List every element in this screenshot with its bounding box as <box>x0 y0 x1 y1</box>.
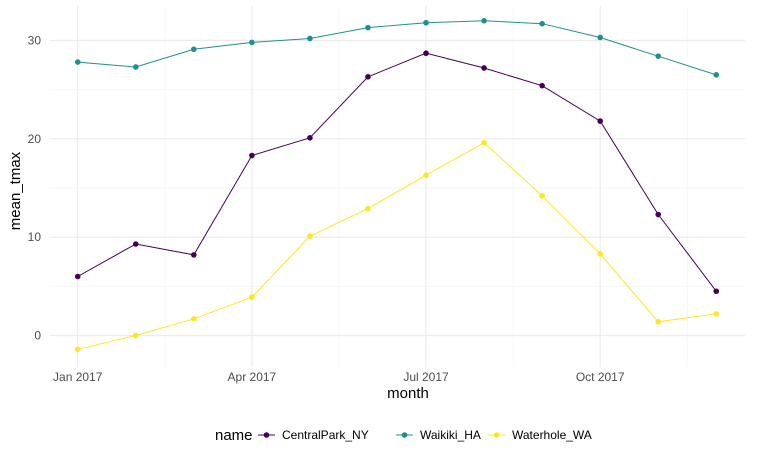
data-point <box>713 72 720 78</box>
legend-key-point <box>493 432 500 438</box>
data-point <box>74 346 81 353</box>
series-Waikiki_HA <box>74 17 720 78</box>
data-point <box>249 294 255 300</box>
y-tick-label: 20 <box>28 132 42 146</box>
data-point <box>423 172 429 178</box>
y-tick-label: 30 <box>28 33 42 47</box>
legend-label: Waikiki_HA <box>420 428 481 442</box>
data-point <box>307 233 313 239</box>
legend-item: Waterhole_WA <box>488 428 592 442</box>
series-CentralPark_NY <box>74 50 720 295</box>
data-point <box>132 332 139 339</box>
x-tick-label: Oct 2017 <box>576 370 625 384</box>
data-point <box>655 318 662 325</box>
data-point <box>307 135 313 141</box>
data-point <box>249 39 255 46</box>
data-point <box>365 74 371 80</box>
data-point <box>481 65 487 71</box>
data-point <box>307 35 313 42</box>
data-point <box>132 64 139 70</box>
y-tick-label: 10 <box>28 230 42 244</box>
grid <box>49 6 745 367</box>
legend-items: CentralPark_NY Waikiki_HA Waterhole_WA <box>258 428 592 442</box>
legend: name CentralPark_NY Waikiki_HA Waterhole_W… <box>215 427 592 444</box>
data-point <box>191 46 197 53</box>
data-point <box>597 251 603 257</box>
legend-item: CentralPark_NY <box>258 428 369 442</box>
legend-item: Waikiki_HA <box>396 428 481 442</box>
y-tick-label: 0 <box>34 329 41 343</box>
data-point <box>423 50 429 57</box>
data-point <box>597 34 603 41</box>
legend-key-point <box>401 432 408 438</box>
y-axis-title: mean_tmax <box>7 151 24 230</box>
x-tick-label: Jul 2017 <box>403 370 449 384</box>
x-tick-label: Apr 2017 <box>228 370 277 384</box>
data-point <box>539 20 545 27</box>
data-point <box>249 152 255 159</box>
data-point <box>191 316 197 322</box>
series-layer <box>74 17 720 353</box>
data-point <box>74 59 81 65</box>
series-line <box>77 20 717 76</box>
x-axis-title: month <box>387 385 429 402</box>
data-point <box>132 241 139 247</box>
data-point <box>365 205 371 212</box>
data-point <box>597 118 603 124</box>
y-axis-ticks: 0 10 20 30 <box>28 33 42 342</box>
data-point <box>539 82 545 89</box>
x-axis-ticks: Jan 2017 Apr 2017 Jul 2017 Oct 2017 <box>53 370 625 384</box>
data-point <box>365 24 371 31</box>
legend-label: Waterhole_WA <box>512 428 592 442</box>
legend-label: CentralPark_NY <box>282 428 369 442</box>
series-Waterhole_WA <box>74 139 720 353</box>
data-point <box>74 273 81 280</box>
legend-title: name <box>215 427 253 444</box>
data-point <box>655 53 662 59</box>
data-point <box>481 139 487 146</box>
data-point <box>423 19 429 26</box>
series-line <box>77 52 717 292</box>
data-point <box>481 17 487 24</box>
data-point <box>655 211 662 218</box>
x-tick-label: Jan 2017 <box>53 370 103 384</box>
data-point <box>191 252 197 258</box>
data-point <box>713 311 720 317</box>
data-point <box>713 288 720 295</box>
legend-key-point <box>263 432 270 438</box>
data-point <box>539 193 545 199</box>
series-line <box>77 142 717 350</box>
